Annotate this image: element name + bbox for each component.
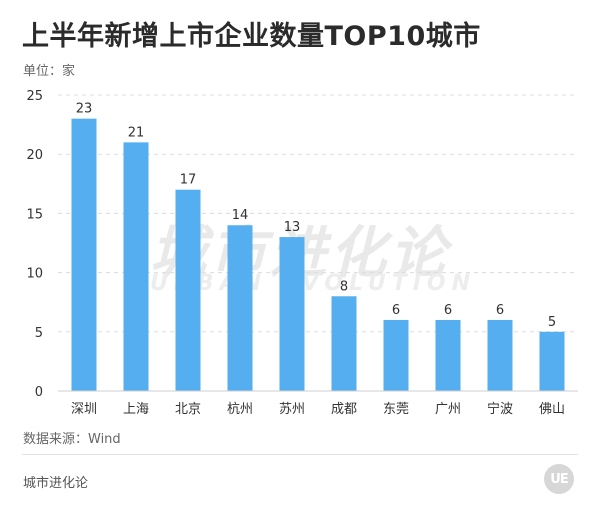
bar <box>227 225 253 391</box>
data-labels: 23 21 17 14 13 8 6 6 6 5 <box>76 102 556 330</box>
x-tick-label: 深圳 <box>71 402 97 417</box>
unit-label: 单位：家 <box>23 64 76 79</box>
x-tick-label: 东莞 <box>383 402 409 417</box>
bar <box>383 319 409 391</box>
bar <box>279 237 305 391</box>
x-tick-label: 宁波 <box>487 401 513 417</box>
bar <box>487 319 513 391</box>
data-label: 23 <box>76 102 93 117</box>
data-label: 8 <box>340 279 348 294</box>
x-tick-label: 苏州 <box>279 401 305 417</box>
x-axis-ticks: 深圳 上海 北京 杭州 苏州 成都 东莞 广州 宁波 佛山 <box>71 401 565 417</box>
x-tick-label: 上海 <box>123 402 149 417</box>
y-tick-label: 20 <box>26 148 43 163</box>
bar <box>175 189 201 391</box>
chart-title: 上半年新增上市企业数量TOP10城市 <box>22 21 481 52</box>
y-tick-label: 25 <box>26 89 43 104</box>
logo-text: UE <box>550 471 568 487</box>
data-label: 6 <box>496 303 504 318</box>
brand-logo: UE <box>544 464 574 494</box>
data-label: 6 <box>444 303 452 318</box>
x-tick-label: 杭州 <box>227 402 253 417</box>
x-tick-label: 广州 <box>435 402 461 417</box>
x-tick-label: 佛山 <box>539 402 565 417</box>
source-note: 数据来源：Wind <box>23 432 121 447</box>
data-label: 5 <box>548 315 556 330</box>
x-tick-label: 北京 <box>175 402 201 417</box>
y-tick-label: 15 <box>26 207 43 222</box>
brand-name: 城市进化论 <box>23 476 89 491</box>
y-tick-label: 5 <box>35 326 43 341</box>
y-tick-label: 10 <box>26 267 43 282</box>
data-label: 6 <box>392 303 400 318</box>
footer-divider <box>22 454 578 455</box>
bar <box>331 296 357 391</box>
y-axis-ticks: 0 5 10 15 20 25 <box>26 89 43 400</box>
bar <box>539 331 565 391</box>
bar-chart: 0 5 10 15 20 25 23 21 17 14 13 8 6 6 6 5 深圳 上海 北京 杭州 苏州 成都 东… <box>26 89 578 417</box>
data-label: 17 <box>180 173 197 188</box>
bars <box>71 118 565 392</box>
y-tick-label: 0 <box>35 385 43 400</box>
data-label: 21 <box>128 125 145 140</box>
bar <box>435 319 461 391</box>
bar <box>71 118 97 392</box>
data-label: 13 <box>284 220 301 235</box>
watermark-en: URBAN EVOLUTION <box>150 271 477 296</box>
x-tick-label: 成都 <box>331 402 357 417</box>
bar <box>123 142 149 391</box>
data-label: 14 <box>232 208 249 223</box>
